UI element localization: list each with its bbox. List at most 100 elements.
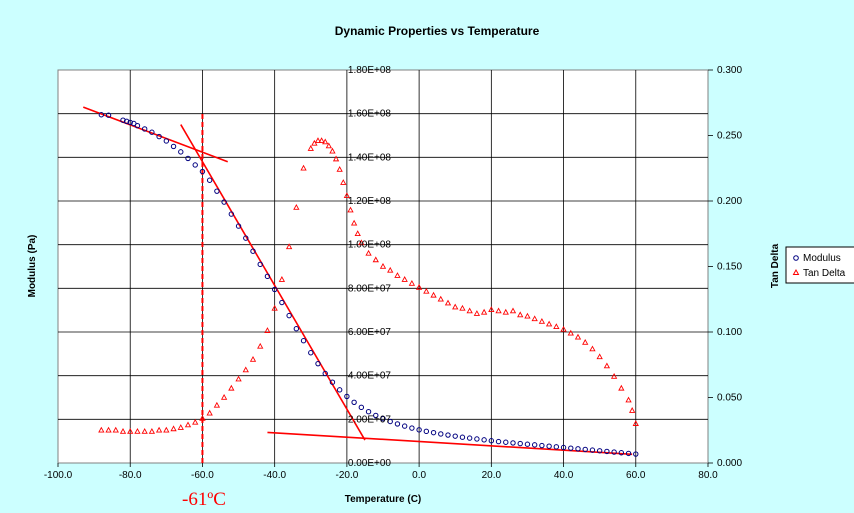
tangent-line xyxy=(180,124,366,441)
tan-delta-point xyxy=(545,320,553,327)
tan-delta-point xyxy=(228,384,235,391)
modulus-point xyxy=(416,427,422,433)
x-tick-label: -20.0 xyxy=(335,470,358,481)
legend-tandelta-label: Tan Delta xyxy=(803,268,846,279)
modulus-point xyxy=(293,326,300,332)
tan-delta-point xyxy=(603,362,611,369)
modulus-point xyxy=(633,451,639,457)
modulus-point xyxy=(596,448,603,454)
tan-delta-point xyxy=(444,299,452,306)
modulus-point xyxy=(589,447,596,453)
x-tick-label: 80.0 xyxy=(698,470,718,481)
y-tick-label: 1.60E+08 xyxy=(348,109,392,120)
modulus-point xyxy=(141,126,148,132)
tan-delta-point xyxy=(347,206,354,213)
legend-box xyxy=(785,246,854,284)
modulus-point xyxy=(387,418,393,425)
tan-delta-point xyxy=(127,428,134,434)
x-tick-label: -40.0 xyxy=(263,470,286,481)
tan-delta-point xyxy=(401,276,408,282)
modulus-point xyxy=(279,299,285,306)
tan-delta-point xyxy=(354,230,361,237)
tan-delta-point xyxy=(629,407,636,413)
modulus-point xyxy=(553,444,560,450)
tan-delta-point xyxy=(582,338,589,345)
tan-delta-point xyxy=(466,307,473,314)
y-tick-label: 0.00E+00 xyxy=(348,458,392,469)
modulus-point xyxy=(445,432,451,438)
modulus-point xyxy=(560,444,567,451)
tan-delta-point xyxy=(574,333,582,340)
tangent-line xyxy=(82,106,229,163)
modulus-point xyxy=(322,370,328,377)
modulus-point xyxy=(163,138,170,144)
y2-axis-label: Tan Delta xyxy=(770,243,781,288)
tan-delta-point xyxy=(379,262,387,269)
tan-delta-point xyxy=(300,164,307,171)
y2-tick-label: 0.150 xyxy=(717,262,742,273)
modulus-point xyxy=(235,223,242,229)
tan-delta-point xyxy=(502,308,509,315)
modulus-point xyxy=(243,235,249,241)
tan-delta-point xyxy=(365,249,372,256)
tan-delta-point xyxy=(134,428,141,434)
tan-delta-point xyxy=(480,308,488,315)
tan-delta-point xyxy=(199,414,206,421)
tan-delta-point xyxy=(264,327,271,333)
modulus-point xyxy=(199,168,206,175)
tan-delta-point xyxy=(235,375,242,382)
modulus-point xyxy=(401,423,408,429)
y2-tick-label: 0.200 xyxy=(717,196,742,207)
tan-delta-point xyxy=(488,306,495,312)
tan-delta-point xyxy=(184,421,192,428)
modulus-point xyxy=(123,118,130,125)
modulus-point xyxy=(539,442,545,449)
tick-labels: -100.0 -80.0 -60.0 -40.0 -20.0 0.0 20.0 40.0 60.… xyxy=(44,65,743,481)
tan-delta-point xyxy=(517,311,524,318)
modulus-point xyxy=(192,162,198,168)
tan-delta-point xyxy=(610,373,618,379)
tan-delta-point xyxy=(531,315,538,322)
modulus-point xyxy=(373,412,379,419)
modulus-point xyxy=(517,440,523,447)
modulus-point xyxy=(503,439,509,445)
tan-delta-point xyxy=(163,426,170,433)
modulus-point xyxy=(120,117,126,123)
x-tick-label: 20.0 xyxy=(482,470,502,481)
modulus-point xyxy=(308,350,314,356)
modulus-point xyxy=(625,450,632,457)
x-axis-label: Temperature (C) xyxy=(345,494,422,505)
modulus-point xyxy=(127,119,133,126)
tan-delta-point xyxy=(625,396,632,403)
modulus-point xyxy=(206,177,213,183)
modulus-point xyxy=(98,112,105,118)
tan-delta-point xyxy=(148,428,156,434)
modulus-point xyxy=(604,448,610,455)
legend: Modulus Tan Delta xyxy=(785,246,854,284)
modulus-point xyxy=(264,273,271,280)
tan-delta-point xyxy=(155,426,163,433)
tan-delta-point xyxy=(452,303,459,310)
tan-delta-point xyxy=(318,137,325,143)
modulus-point xyxy=(344,393,350,400)
modulus-point xyxy=(351,399,357,406)
tan-delta-point xyxy=(293,204,300,210)
legend-tandelta-marker xyxy=(792,268,800,275)
modulus-point xyxy=(474,436,480,442)
tan-delta-point xyxy=(119,428,127,434)
modulus-point xyxy=(466,435,473,441)
y2-tick-label: 0.050 xyxy=(717,393,742,404)
legend-modulus-label: Modulus xyxy=(803,253,841,264)
grid xyxy=(57,69,713,467)
modulus-point xyxy=(546,443,552,449)
x-tick-label: -100.0 xyxy=(44,470,73,481)
tan-delta-point xyxy=(408,279,416,286)
modulus-point xyxy=(221,199,227,205)
modulus-point xyxy=(438,431,444,437)
x-tick-label: -80.0 xyxy=(119,470,142,481)
tan-delta-point xyxy=(285,243,293,250)
tan-delta-point xyxy=(242,366,249,373)
y2-tick-label: 0.100 xyxy=(717,327,742,338)
modulus-point xyxy=(178,149,184,155)
